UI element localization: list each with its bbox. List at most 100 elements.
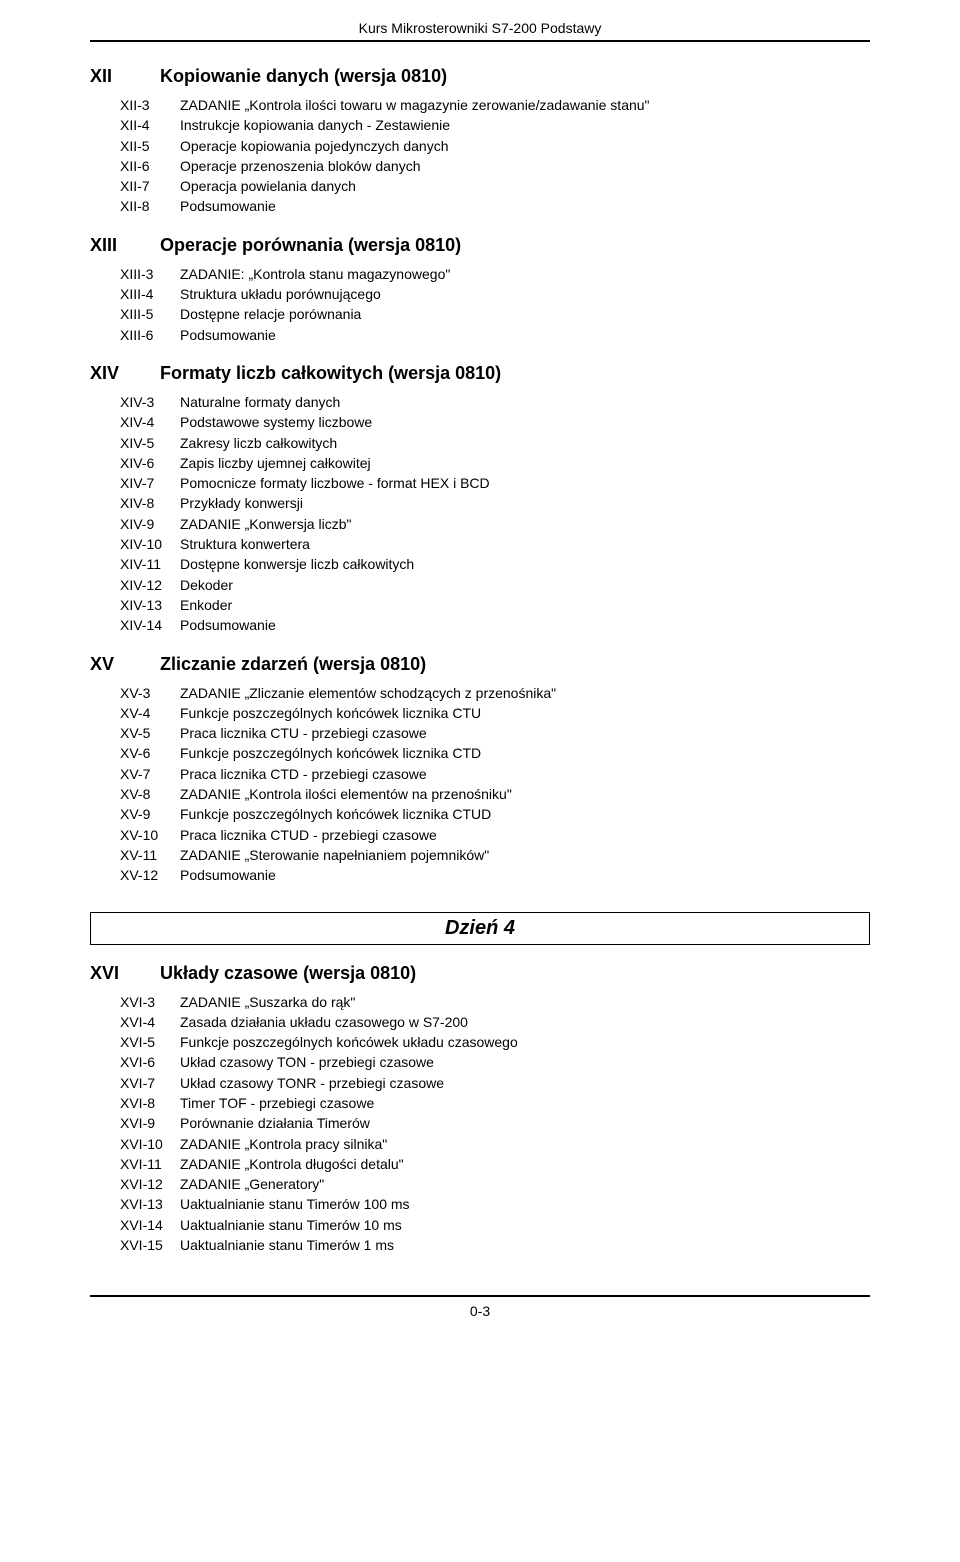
item-text: Instrukcje kopiowania danych - Zestawien…	[180, 115, 870, 135]
toc-item: XIV-13Enkoder	[120, 595, 870, 615]
toc-section: XIIKopiowanie danych (wersja 0810) XII-3Z…	[90, 66, 870, 217]
item-number: XV-12	[120, 865, 180, 885]
item-text: Operacje przenoszenia bloków danych	[180, 156, 870, 176]
toc-item: XVI-5Funkcje poszczególnych końcówek ukł…	[120, 1032, 870, 1052]
toc-section: XVZliczanie zdarzeń (wersja 0810) XV-3ZAD…	[90, 654, 870, 886]
item-text: Praca licznika CTD - przebiegi czasowe	[180, 764, 870, 784]
item-number: XV-11	[120, 845, 180, 865]
item-text: Funkcje poszczególnych końcówek licznika…	[180, 703, 870, 723]
item-text: Podsumowanie	[180, 615, 870, 635]
section-title: Operacje porównania (wersja 0810)	[160, 235, 461, 256]
toc-item: XIV-9ZADANIE „Konwersja liczb"	[120, 514, 870, 534]
toc-item: XII-5Operacje kopiowania pojedynczych da…	[120, 136, 870, 156]
item-text: Dostępne relacje porównania	[180, 304, 870, 324]
item-number: XII-7	[120, 176, 180, 196]
section-items: XII-3ZADANIE „Kontrola ilości towaru w m…	[120, 95, 870, 217]
sections-group: XIIKopiowanie danych (wersja 0810) XII-3Z…	[90, 66, 870, 886]
document-header: Kurs Mikrosterowniki S7-200 Podstawy	[90, 20, 870, 42]
toc-item: XIV-7Pomocnicze formaty liczbowe - forma…	[120, 473, 870, 493]
toc-item: XVI-13Uaktualnianie stanu Timerów 100 ms	[120, 1194, 870, 1214]
item-number: XIV-13	[120, 595, 180, 615]
item-text: Operacje kopiowania pojedynczych danych	[180, 136, 870, 156]
item-text: Pomocnicze formaty liczbowe - format HEX…	[180, 473, 870, 493]
section-items: XV-3ZADANIE „Zliczanie elementów schodzą…	[120, 683, 870, 886]
toc-item: XIV-6Zapis liczby ujemnej całkowitej	[120, 453, 870, 473]
toc-item: XIII-4Struktura układu porównującego	[120, 284, 870, 304]
item-number: XV-5	[120, 723, 180, 743]
section-title-row: XIIKopiowanie danych (wersja 0810)	[90, 66, 870, 87]
item-text: Struktura układu porównującego	[180, 284, 870, 304]
item-text: Zakresy liczb całkowitych	[180, 433, 870, 453]
toc-item: XVI-15Uaktualnianie stanu Timerów 1 ms	[120, 1235, 870, 1255]
toc-item: XV-5Praca licznika CTU - przebiegi czaso…	[120, 723, 870, 743]
item-text: Praca licznika CTUD - przebiegi czasowe	[180, 825, 870, 845]
item-text: Dostępne konwersje liczb całkowitych	[180, 554, 870, 574]
item-number: XIV-7	[120, 473, 180, 493]
section-title: Formaty liczb całkowitych (wersja 0810)	[160, 363, 501, 384]
toc-item: XII-3ZADANIE „Kontrola ilości towaru w m…	[120, 95, 870, 115]
section-title-row: XIIIOperacje porównania (wersja 0810)	[90, 235, 870, 256]
item-text: Dekoder	[180, 575, 870, 595]
item-number: XV-8	[120, 784, 180, 804]
item-text: Podsumowanie	[180, 196, 870, 216]
toc-item: XV-11ZADANIE „Sterowanie napełnianiem po…	[120, 845, 870, 865]
item-number: XIV-6	[120, 453, 180, 473]
toc-item: XVI-8Timer TOF - przebiegi czasowe	[120, 1093, 870, 1113]
section-items: XVI-3ZADANIE „Suszarka do rąk"XVI-4Zasad…	[120, 992, 870, 1256]
item-number: XVI-10	[120, 1134, 180, 1154]
toc-item: XVI-6Układ czasowy TON - przebiegi czaso…	[120, 1052, 870, 1072]
item-text: ZADANIE „Konwersja liczb"	[180, 514, 870, 534]
section-items: XIII-3ZADANIE: „Kontrola stanu magazynow…	[120, 264, 870, 345]
item-number: XIII-4	[120, 284, 180, 304]
section-number: XVI	[90, 963, 160, 984]
item-text: ZADANIE „Zliczanie elementów schodzących…	[180, 683, 870, 703]
toc-item: XIV-4Podstawowe systemy liczbowe	[120, 412, 870, 432]
page-container: Kurs Mikrosterowniki S7-200 Podstawy XII…	[0, 0, 960, 1349]
item-number: XIV-3	[120, 392, 180, 412]
toc-item: XV-10Praca licznika CTUD - przebiegi cza…	[120, 825, 870, 845]
item-number: XV-6	[120, 743, 180, 763]
item-text: Funkcje poszczególnych końcówek układu c…	[180, 1032, 870, 1052]
item-text: ZADANIE „Generatory"	[180, 1174, 870, 1194]
item-text: Zasada działania układu czasowego w S7-2…	[180, 1012, 870, 1032]
section-title-row: XVZliczanie zdarzeń (wersja 0810)	[90, 654, 870, 675]
toc-item: XII-7Operacja powielania danych	[120, 176, 870, 196]
item-text: Operacja powielania danych	[180, 176, 870, 196]
item-number: XVI-8	[120, 1093, 180, 1113]
toc-item: XIII-6Podsumowanie	[120, 325, 870, 345]
item-number: XII-8	[120, 196, 180, 216]
toc-item: XV-8ZADANIE „Kontrola ilości elementów n…	[120, 784, 870, 804]
toc-item: XIII-3ZADANIE: „Kontrola stanu magazynow…	[120, 264, 870, 284]
toc-item: XVI-3ZADANIE „Suszarka do rąk"	[120, 992, 870, 1012]
toc-item: XV-6Funkcje poszczególnych końcówek licz…	[120, 743, 870, 763]
item-text: Timer TOF - przebiegi czasowe	[180, 1093, 870, 1113]
toc-item: XIV-11Dostępne konwersje liczb całkowity…	[120, 554, 870, 574]
toc-item: XVI-10ZADANIE „Kontrola pracy silnika"	[120, 1134, 870, 1154]
item-text: Układ czasowy TON - przebiegi czasowe	[180, 1052, 870, 1072]
item-text: Uaktualnianie stanu Timerów 100 ms	[180, 1194, 870, 1214]
section-items: XIV-3Naturalne formaty danychXIV-4Podsta…	[120, 392, 870, 636]
item-number: XIV-10	[120, 534, 180, 554]
item-text: Struktura konwertera	[180, 534, 870, 554]
toc-section: XIIIOperacje porównania (wersja 0810) XII…	[90, 235, 870, 345]
item-number: XVI-9	[120, 1113, 180, 1133]
item-text: ZADANIE „Suszarka do rąk"	[180, 992, 870, 1012]
item-text: ZADANIE „Kontrola ilości towaru w magazy…	[180, 95, 870, 115]
section-title: Kopiowanie danych (wersja 0810)	[160, 66, 447, 87]
item-text: Funkcje poszczególnych końcówek licznika…	[180, 743, 870, 763]
item-number: XII-4	[120, 115, 180, 135]
item-number: XVI-7	[120, 1073, 180, 1093]
page-footer: 0-3	[90, 1295, 870, 1319]
item-number: XIII-6	[120, 325, 180, 345]
toc-item: XIV-14Podsumowanie	[120, 615, 870, 635]
item-number: XVI-4	[120, 1012, 180, 1032]
item-text: Podstawowe systemy liczbowe	[180, 412, 870, 432]
item-text: ZADANIE „Sterowanie napełnianiem pojemni…	[180, 845, 870, 865]
toc-item: XIII-5Dostępne relacje porównania	[120, 304, 870, 324]
toc-item: XIV-8Przykłady konwersji	[120, 493, 870, 513]
toc-section: XVIUkłady czasowe (wersja 0810)XVI-3ZADA…	[90, 963, 870, 1256]
toc-item: XVI-4Zasada działania układu czasowego w…	[120, 1012, 870, 1032]
item-text: Praca licznika CTU - przebiegi czasowe	[180, 723, 870, 743]
day-divider: Dzień 4	[90, 912, 870, 945]
item-number: XV-7	[120, 764, 180, 784]
